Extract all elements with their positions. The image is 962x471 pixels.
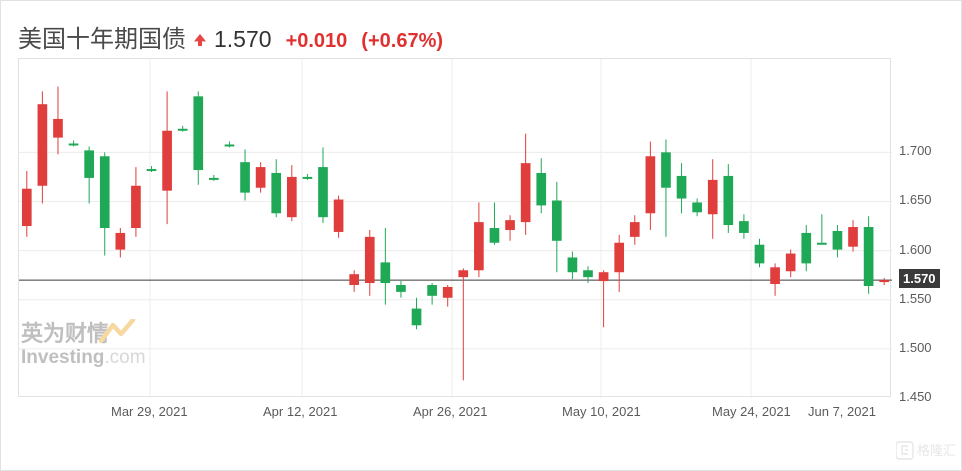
svg-text:格隆汇: 格隆汇	[917, 443, 956, 458]
svg-text:英为财情: 英为财情	[21, 321, 109, 346]
svg-text:Investing.com: Investing.com	[21, 347, 146, 368]
